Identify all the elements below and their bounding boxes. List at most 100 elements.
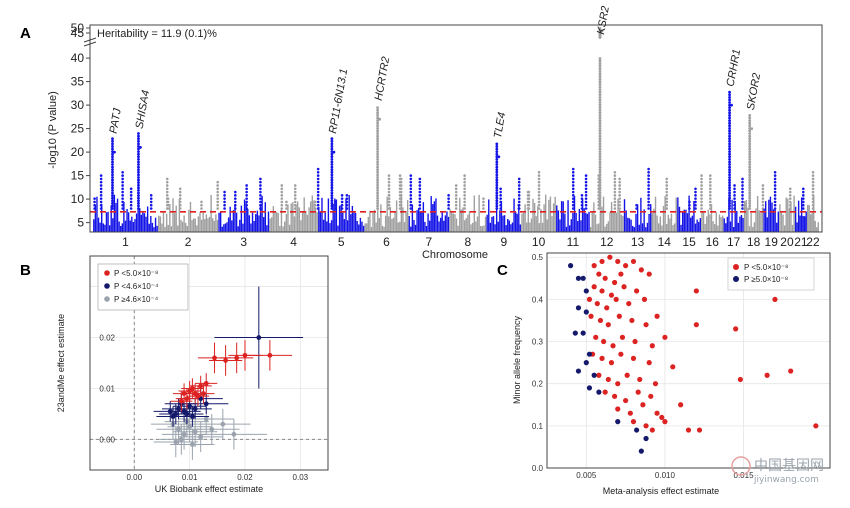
y-tick-label: 0.0 [532,464,544,473]
manhattan-point [741,203,744,207]
data-point [234,355,240,361]
manhattan-point [293,207,297,210]
manhattan-point [495,170,499,174]
x-tick-label: 0.005 [576,471,597,480]
manhattan-point [245,207,248,210]
manhattan-point [618,207,621,210]
y-tick-label: 40 [71,51,85,65]
manhattan-point [332,150,336,154]
manhattan-point [454,197,458,200]
manhattan-point [376,111,380,115]
manhattan-point [376,201,380,205]
gene-label: SKOR2 [745,72,763,111]
manhattan-point [741,190,744,194]
manhattan-point [598,163,602,166]
manhattan-point [584,200,588,204]
manhattan-point [387,207,391,210]
data-point [607,254,613,260]
panel-a-data [93,27,819,232]
panel-c: C 0.005 0.010 0.015 0.0 0.1 0.2 0.3 0.4 0.5 P <5… [497,252,831,496]
manhattan-point [801,207,805,210]
panel-c-x-label: Meta-analysis effect estimate [603,486,719,496]
manhattan-point [811,187,815,191]
manhattan-point [537,184,541,187]
manhattan-point [571,194,575,197]
manhattan-point [463,197,466,200]
manhattan-point [499,200,502,204]
manhattan-point [748,196,752,200]
manhattan-point [137,168,140,172]
data-point [594,300,600,307]
manhattan-point [280,203,284,207]
data-point [586,351,593,357]
manhattan-point [647,184,650,187]
manhattan-point [330,183,334,187]
panel-a-letter: A [20,25,31,42]
manhattan-point [447,194,450,197]
legend-marker [104,283,110,289]
manhattan-point [647,203,650,207]
manhattan-point [811,200,815,204]
manhattan-point [137,178,140,182]
panel-b: B 0.000.010.020.030.000.010.020.03 P <5.… [20,255,329,494]
manhattan-point [259,200,262,204]
manhattan-point [709,190,712,194]
manhattan-point [316,194,320,197]
manhattan-point [495,163,499,166]
manhattan-point [571,187,575,191]
data-point [646,271,652,277]
data-point [659,414,665,421]
manhattan-point [598,95,602,99]
manhattan-point [376,207,380,210]
legend-marker [104,296,110,302]
manhattan-point [748,129,752,133]
manhattan-point [598,98,602,102]
y-tick-label: 0.01 [99,384,115,393]
manhattan-point [495,194,499,197]
manhattan-point [733,187,736,191]
manhattan-point [728,134,731,138]
manhattan-point [728,170,731,174]
data-point [608,360,615,366]
data-point [637,376,643,383]
manhattan-point [773,190,777,194]
data-point [173,439,179,445]
manhattan-point [149,194,153,197]
manhattan-point [613,174,617,177]
data-point [788,368,794,374]
data-point [641,296,648,302]
gene-label: CRHR1 [725,48,743,87]
data-point [604,305,610,311]
panel-b-frame [89,255,329,471]
chromosome-label: 4 [290,235,297,249]
manhattan-point [761,194,765,197]
panel-c-data [567,254,819,454]
manhattan-point [334,200,337,204]
manhattan-point [376,137,380,141]
manhattan-point [728,139,731,143]
manhattan-point [111,176,114,179]
manhattan-point [93,207,96,210]
manhattan-point [216,187,219,191]
manhattan-point [409,187,413,191]
manhattan-point [376,150,380,154]
chromosome-label: 21 [794,235,808,249]
manhattan-point [293,194,297,197]
data-point [181,431,187,437]
data-point [209,426,215,432]
manhattan-point [99,184,103,187]
manhattan-point [313,207,317,210]
manhattan-point [773,194,777,197]
manhattan-point [280,190,284,194]
manhattan-point [537,177,541,181]
legend-marker [733,276,739,282]
manhattan-point [330,194,334,197]
manhattan-point [216,194,219,197]
data-point [605,376,611,383]
data-point [615,406,621,412]
manhattan-point [330,170,334,174]
manhattan-point [121,171,124,174]
manhattan-point [517,177,521,181]
manhattan-point [748,173,752,177]
